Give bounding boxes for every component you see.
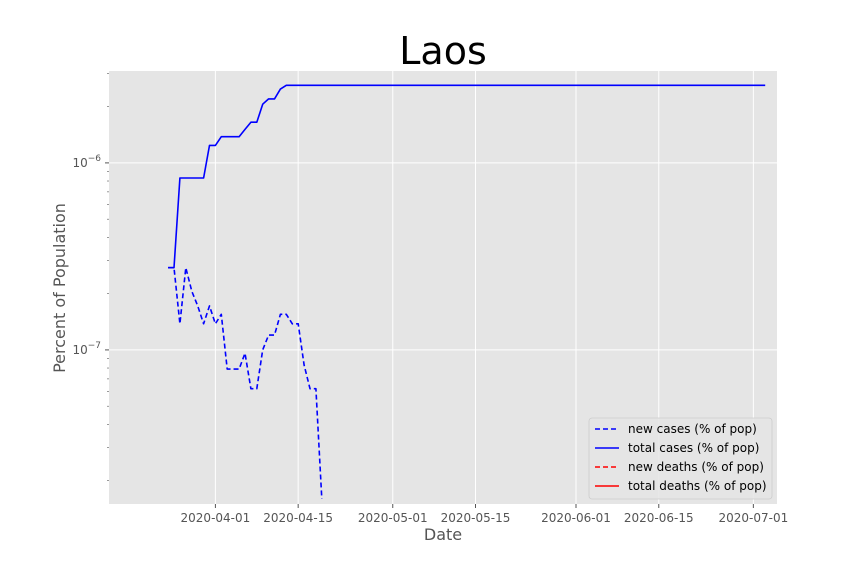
x-axis: 2020-04-01 2020-04-15 2020-05-01 2020-05-15… — [181, 504, 788, 525]
x-tick-label: 2020-05-15 — [441, 511, 511, 525]
x-tick-label: 2020-04-01 — [181, 511, 251, 525]
x-axis-label: Date — [424, 525, 462, 544]
legend-label: total cases (% of pop) — [628, 441, 759, 455]
y-tick-label: 10−6 — [72, 154, 101, 170]
y-tick-label: 10−7 — [72, 341, 101, 357]
x-tick-label: 2020-06-01 — [541, 511, 611, 525]
series-line-0 — [168, 266, 323, 499]
series-layer — [168, 84, 766, 499]
x-tick-label: 2020-07-01 — [718, 511, 788, 525]
x-tick-label: 2020-06-15 — [624, 511, 694, 525]
series-line-1 — [168, 84, 766, 269]
legend: new cases (% of pop) total cases (% of po… — [588, 417, 773, 500]
y-axis: 10−7 10−6 — [72, 73, 109, 481]
legend-label: total deaths (% of pop) — [628, 479, 767, 493]
y-axis-label: Percent of Population — [50, 203, 69, 373]
x-tick-label: 2020-04-15 — [263, 511, 333, 525]
legend-label: new cases (% of pop) — [628, 422, 757, 436]
x-tick-label: 2020-05-01 — [358, 511, 428, 525]
legend-box — [588, 417, 773, 500]
chart-title: Laos — [399, 29, 487, 73]
legend-label: new deaths (% of pop) — [628, 460, 764, 474]
